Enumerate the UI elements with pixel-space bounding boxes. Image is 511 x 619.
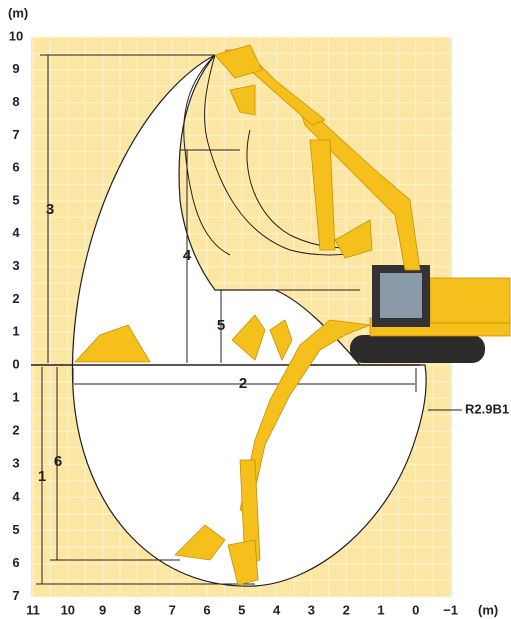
- y-tick-label: 10: [9, 28, 23, 43]
- x-tick-label: 1: [377, 602, 384, 617]
- y-tick-label: 8: [12, 94, 19, 109]
- y-tick-label: 3: [12, 456, 19, 471]
- y-tick-label: 1: [12, 390, 19, 405]
- bucket: [214, 44, 263, 79]
- y-tick-label: 7: [12, 127, 19, 142]
- x-tick-label: 7: [169, 602, 176, 617]
- y-tick-label: 0: [12, 356, 19, 371]
- inner-curve: [204, 54, 371, 256]
- track: [350, 335, 485, 363]
- y-tick-label: 7: [12, 588, 19, 603]
- model-code: R2.9B1: [465, 401, 509, 416]
- y-tick-label: 6: [12, 555, 19, 570]
- dimension-lines: [36, 54, 462, 585]
- y-tick-label: 1: [12, 324, 19, 339]
- y-unit: (m): [8, 5, 28, 20]
- stick-curled: [309, 139, 336, 251]
- bucket: [231, 314, 266, 361]
- stick-lowered: [239, 459, 261, 566]
- y-tick-label: 4: [12, 225, 20, 240]
- x-tick-label: 6: [203, 602, 210, 617]
- x-tick-label: 9: [99, 602, 106, 617]
- bucket: [269, 319, 293, 361]
- dimension-label: 5: [217, 317, 225, 334]
- cab-window: [380, 273, 422, 318]
- y-tick-label: 6: [12, 160, 19, 175]
- reach-envelope: [71, 54, 427, 587]
- dimension-label: 3: [46, 201, 54, 218]
- bucket: [227, 539, 259, 586]
- x-tick-label: −1: [443, 602, 458, 617]
- bucket: [174, 524, 226, 561]
- excavator: [74, 44, 511, 586]
- x-tick-label: 5: [238, 602, 245, 617]
- x-tick-label: 11: [26, 602, 40, 617]
- bucket: [229, 84, 256, 116]
- y-tick-label: 5: [12, 522, 19, 537]
- y-tick-label: 9: [12, 61, 19, 76]
- bucket: [334, 219, 373, 259]
- bucket: [74, 324, 151, 363]
- x-tick-label: 10: [61, 602, 75, 617]
- y-tick-label: 3: [12, 258, 19, 273]
- x-tick-label: 3: [308, 602, 315, 617]
- x-tick-label: 0: [412, 602, 419, 617]
- y-tick-label: 4: [12, 489, 20, 504]
- y-tick-label: 2: [12, 291, 19, 306]
- x-tick-label: 4: [273, 602, 281, 617]
- dimension-label: 6: [54, 453, 62, 470]
- dimension-label: 4: [183, 247, 192, 264]
- x-tick-label: 2: [343, 602, 350, 617]
- engine-hood: [429, 277, 511, 324]
- x-unit: (m): [478, 602, 498, 617]
- dimension-label: 1: [38, 468, 46, 485]
- x-tick-label: 8: [134, 602, 141, 617]
- y-tick-label: 5: [12, 192, 19, 207]
- y-tick-label: 2: [12, 423, 19, 438]
- dimension-label: 2: [239, 375, 247, 392]
